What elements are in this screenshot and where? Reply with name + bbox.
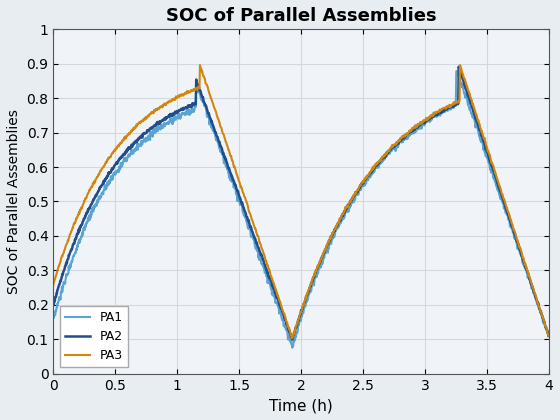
PA2: [545, 333, 552, 339]
PA3: [192, 86, 199, 91]
PA3: [114, 144, 121, 149]
PA3: [545, 333, 552, 338]
PA1: [189, 105, 195, 110]
X-axis label: Time (h): Time (h): [269, 398, 333, 413]
PA2: [289, 337, 296, 342]
Title: SOC of Parallel Assemblies: SOC of Parallel Assemblies: [166, 7, 436, 25]
Line: PA3: PA3: [53, 65, 549, 338]
PA3: [413, 124, 419, 129]
PA3: [506, 213, 513, 218]
PA1: [395, 144, 402, 150]
PA1: [545, 333, 552, 338]
PA3: [398, 136, 404, 141]
PA2: [396, 138, 403, 143]
PA3: [246, 211, 253, 216]
PA1: [289, 345, 296, 350]
PA2: [244, 217, 251, 222]
PA2: [189, 102, 195, 108]
PA1: [113, 168, 119, 173]
PA2: [50, 303, 57, 308]
PA3: [50, 282, 57, 287]
PA3: [289, 336, 296, 341]
Line: PA1: PA1: [53, 71, 549, 348]
Legend: PA1, PA2, PA3: PA1, PA2, PA3: [59, 306, 128, 368]
PA2: [506, 215, 512, 220]
Y-axis label: SOC of Parallel Assemblies: SOC of Parallel Assemblies: [7, 109, 21, 294]
PA2: [455, 64, 462, 69]
PA1: [454, 68, 460, 74]
PA2: [411, 127, 418, 132]
PA1: [50, 315, 57, 320]
PA1: [409, 127, 416, 132]
PA3: [197, 63, 203, 68]
PA1: [244, 225, 251, 230]
Line: PA2: PA2: [53, 67, 549, 340]
PA2: [113, 162, 119, 167]
PA1: [505, 215, 511, 220]
